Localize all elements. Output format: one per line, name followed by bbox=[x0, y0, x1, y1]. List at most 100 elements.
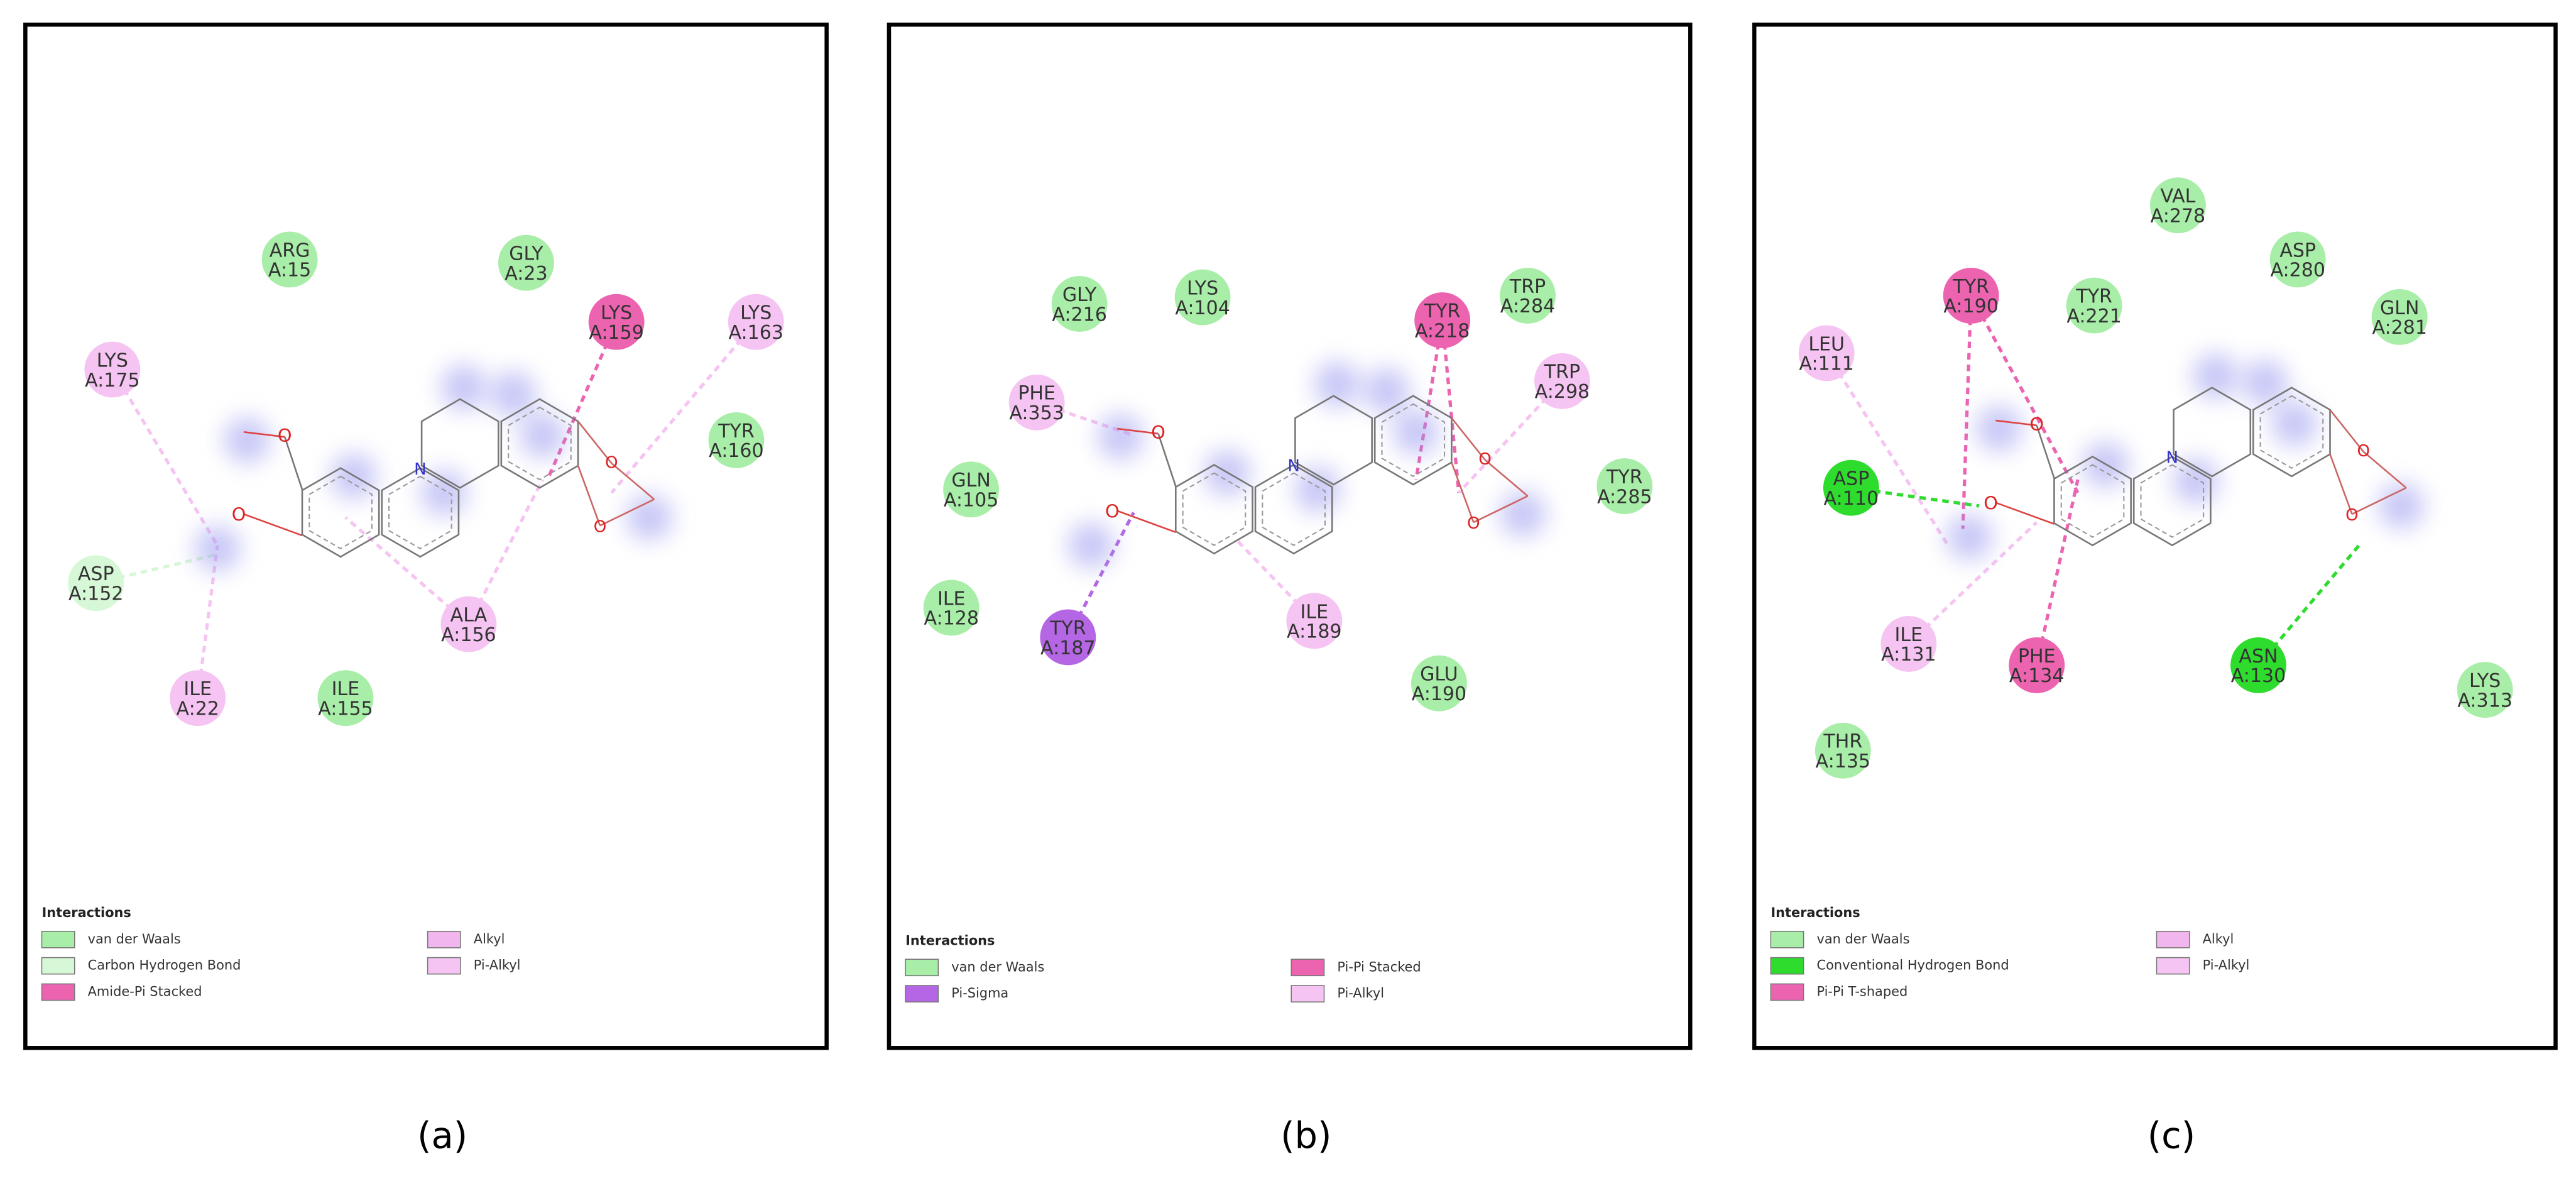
legend-swatch bbox=[41, 957, 75, 975]
legend-swatch bbox=[1291, 985, 1325, 1002]
halo bbox=[2192, 353, 2239, 400]
residue-name: ASP bbox=[2279, 239, 2316, 261]
residue-name: VAL bbox=[2160, 185, 2195, 207]
bond bbox=[2036, 425, 2055, 478]
residue-id: A:152 bbox=[68, 583, 124, 605]
bond bbox=[284, 436, 303, 490]
atom: N bbox=[1287, 457, 1300, 476]
ring bbox=[381, 467, 460, 558]
interaction-line bbox=[1234, 537, 1316, 622]
residue-name: LYS bbox=[2469, 670, 2501, 692]
bond bbox=[1116, 510, 1176, 533]
bond bbox=[599, 498, 655, 527]
residue-id: A:160 bbox=[709, 440, 764, 462]
residue-name: ILE bbox=[1895, 624, 1923, 646]
residue-name: LYS bbox=[1187, 277, 1218, 299]
interaction-line bbox=[96, 553, 215, 585]
residue-id: A:281 bbox=[2372, 317, 2427, 339]
panel-label: (c) bbox=[2148, 1115, 2195, 1157]
residue-node bbox=[440, 596, 497, 652]
residue-node bbox=[588, 294, 645, 350]
residue-name: ASN bbox=[2239, 645, 2278, 667]
residue-id: A:22 bbox=[177, 698, 219, 720]
residue-node bbox=[1596, 458, 1653, 514]
residue-name: GLN bbox=[951, 470, 991, 492]
ring bbox=[420, 398, 499, 489]
panel-label: (b) bbox=[1280, 1115, 1331, 1157]
halo bbox=[194, 525, 241, 572]
ring bbox=[2173, 387, 2252, 478]
atom: O bbox=[605, 453, 618, 472]
interaction-line bbox=[545, 321, 618, 481]
residue-id: A:23 bbox=[505, 263, 547, 285]
residue-node bbox=[728, 294, 784, 350]
residue-id: A:163 bbox=[729, 322, 784, 344]
legend-title: Interactions bbox=[1771, 905, 1860, 920]
residue-name: TRP bbox=[1544, 361, 1580, 383]
residue-name: ASP bbox=[1833, 468, 1870, 490]
atom: O bbox=[1151, 422, 1165, 443]
halo bbox=[1500, 491, 1546, 537]
halo bbox=[1946, 514, 1993, 561]
legend-swatch bbox=[1770, 930, 1804, 948]
residue-node bbox=[2150, 177, 2206, 234]
legend-swatch bbox=[41, 930, 75, 948]
bond bbox=[2329, 409, 2364, 453]
residue-name: ASP bbox=[78, 563, 114, 585]
legend-swatch bbox=[1770, 957, 1804, 975]
residue-name: GLY bbox=[509, 243, 543, 265]
residue-node bbox=[708, 412, 765, 468]
residue-name: ILE bbox=[1301, 601, 1329, 623]
residue-id: A:131 bbox=[1881, 644, 1936, 666]
legend-title: Interactions bbox=[905, 933, 995, 948]
panel: OON OOARGA:15GLYA:23LYSA:159LYSA:163LYSA:… bbox=[23, 22, 829, 1157]
residue-id: A:105 bbox=[944, 490, 999, 512]
residue-id: A:221 bbox=[2066, 305, 2122, 327]
residue-id: A:159 bbox=[589, 322, 644, 344]
aromatic-ring bbox=[508, 406, 572, 481]
residue-name: GLU bbox=[1420, 664, 1458, 686]
legend-swatch bbox=[1770, 983, 1804, 1001]
interaction-line bbox=[610, 321, 758, 494]
residue-name: TYR bbox=[1952, 276, 1989, 298]
residue-node bbox=[1500, 267, 1556, 324]
ring bbox=[1373, 395, 1453, 486]
atom: O bbox=[594, 517, 607, 536]
residue-node bbox=[2066, 277, 2122, 334]
ring bbox=[1294, 395, 1373, 486]
aromatic-ring bbox=[308, 475, 373, 550]
residue-name: ALA bbox=[450, 605, 488, 627]
residue-node bbox=[1174, 269, 1231, 326]
residue-name: PHE bbox=[1018, 383, 1056, 405]
aromatic-ring bbox=[1262, 472, 1326, 546]
halo bbox=[489, 371, 537, 417]
residue-id: A:15 bbox=[268, 260, 311, 282]
residue-name: ILE bbox=[332, 678, 360, 700]
aromatic-ring bbox=[2259, 395, 2324, 470]
bond bbox=[1451, 417, 1486, 461]
halo bbox=[1294, 466, 1341, 513]
legend-label: Pi-Pi Stacked bbox=[1337, 959, 1421, 974]
halo bbox=[1393, 409, 1439, 455]
legend-swatch bbox=[41, 983, 75, 1001]
residue-id: A:218 bbox=[1415, 320, 1470, 342]
residue-id: A:313 bbox=[2457, 689, 2513, 711]
residue-name: GLN bbox=[2380, 297, 2420, 319]
halo bbox=[1067, 522, 1114, 569]
legend-label: van der Waals bbox=[88, 931, 181, 947]
residue-node bbox=[923, 580, 980, 636]
residue-id: A:110 bbox=[1824, 488, 1879, 510]
aromatic-ring bbox=[2140, 464, 2205, 538]
residue-node bbox=[2269, 231, 2326, 288]
residue-node bbox=[317, 670, 374, 727]
halo bbox=[626, 494, 672, 541]
halo bbox=[421, 470, 467, 516]
residue-node bbox=[1823, 459, 1879, 516]
legend-label: Pi-Sigma bbox=[951, 986, 1008, 1001]
legend-label: Pi-Alkyl bbox=[474, 958, 521, 973]
legend-label: Carbon Hydrogen Bond bbox=[88, 958, 241, 973]
atom: O bbox=[232, 504, 246, 525]
bond bbox=[1157, 433, 1177, 486]
